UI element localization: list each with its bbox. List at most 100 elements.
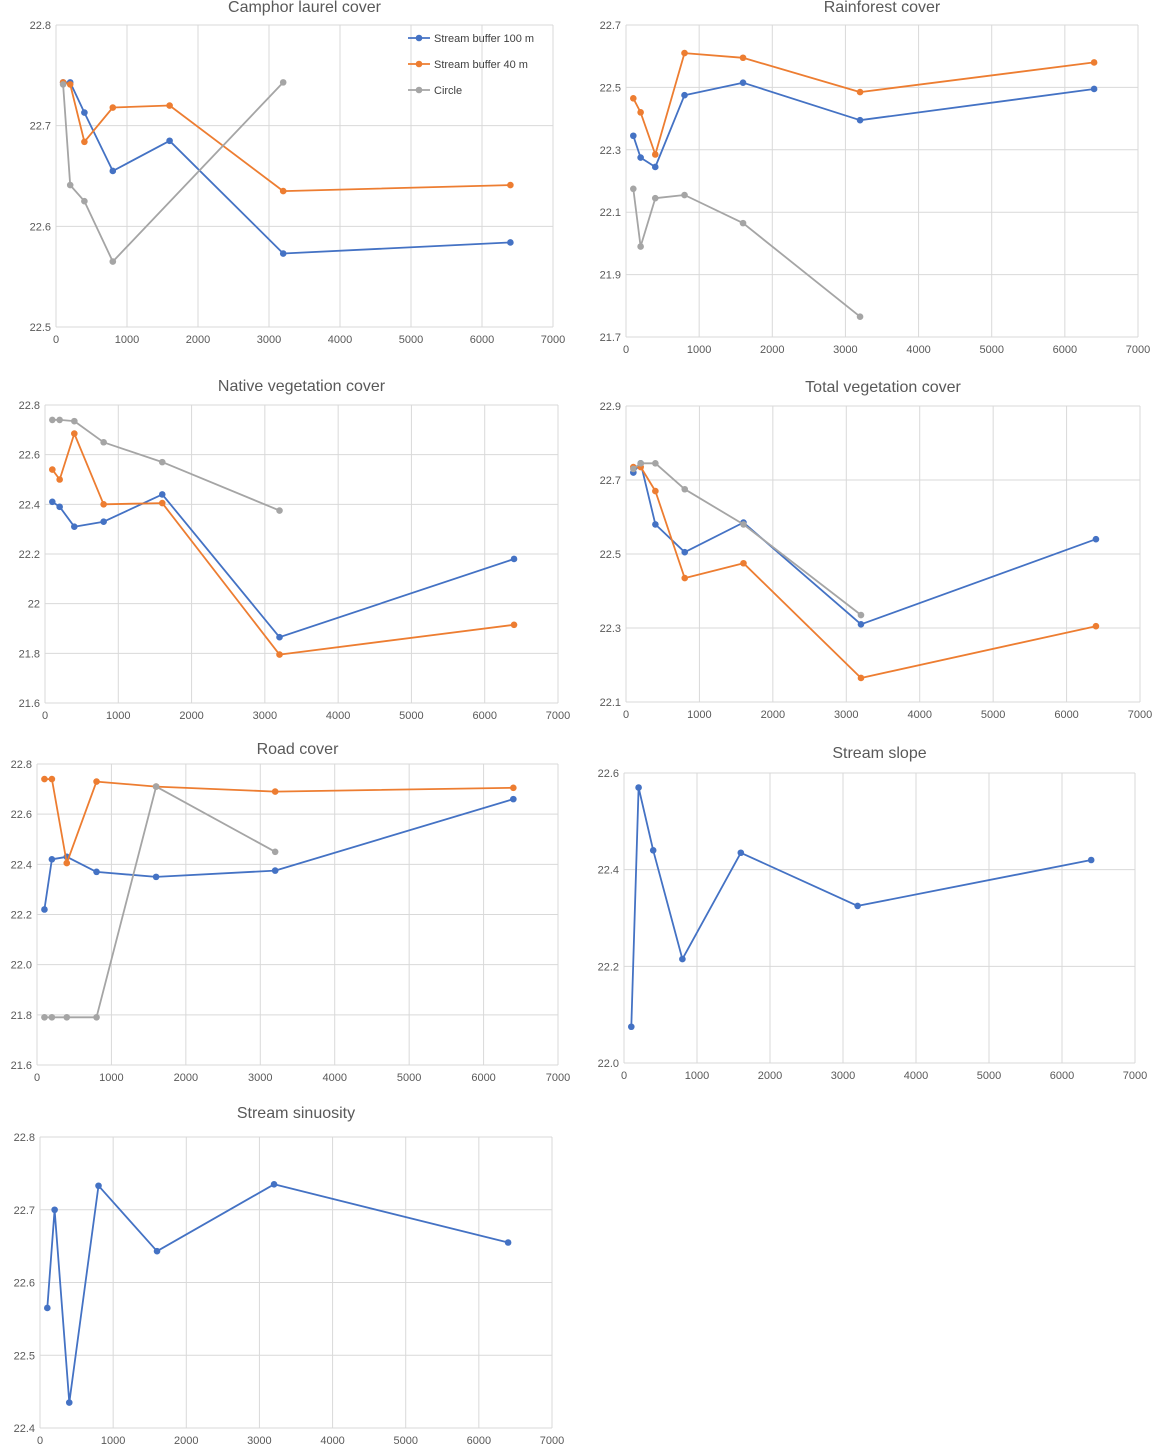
x-tick-label: 7000 <box>1123 1070 1147 1082</box>
chart-3: 21.6 21.8 22 22.2 22.4 22.6 22.8 0 1000 2000 3000 4… <box>19 378 571 722</box>
y-tick-label: 22.0 <box>11 960 32 972</box>
data-point-s100 <box>739 79 747 87</box>
data-point-s100 <box>71 523 78 530</box>
y-tick-label: 22.4 <box>14 1423 35 1435</box>
x-tick-label: 6000 <box>1050 1070 1074 1082</box>
data-point-circle <box>81 197 88 205</box>
data-point-circle <box>740 521 747 528</box>
data-point-s100 <box>856 116 864 124</box>
data-point-s40 <box>510 621 518 629</box>
data-point-s40 <box>100 501 107 508</box>
data-point-s100 <box>681 91 688 99</box>
series-line-circle <box>44 785 276 1019</box>
data-point-s100 <box>1092 535 1100 543</box>
x-tick-label: 7000 <box>541 334 565 346</box>
series-line-s40 <box>633 466 1097 679</box>
data-point-s100 <box>48 856 56 863</box>
data-point-s100 <box>510 555 518 563</box>
data-point-circle <box>271 848 279 856</box>
y-tick-label: 22.3 <box>600 623 621 635</box>
data-point-circle <box>48 1014 56 1021</box>
y-tick-label: 22.2 <box>19 549 40 561</box>
chart-title: Total vegetation cover <box>805 379 961 396</box>
data-point-circle <box>152 783 160 790</box>
x-tick-label: 7000 <box>546 1072 570 1084</box>
series-line-s40 <box>51 432 515 656</box>
data-point-s40 <box>630 95 637 102</box>
data-point-s100 <box>507 239 514 246</box>
data-point-circle <box>59 81 67 88</box>
data-point-s100 <box>652 521 659 528</box>
data-point-s40 <box>637 109 644 116</box>
legend-marker-circle <box>415 86 423 94</box>
data-point-s100 <box>166 137 173 145</box>
data-point-s40 <box>1092 622 1100 630</box>
data-point-circle <box>109 258 117 265</box>
x-tick-label: 7000 <box>546 710 570 722</box>
x-tick-label: 1000 <box>687 344 711 356</box>
y-tick-label: 21.7 <box>600 332 621 344</box>
data-point-circle <box>856 313 864 321</box>
data-point-s40 <box>681 49 688 57</box>
y-tick-label: 21.6 <box>11 1060 32 1072</box>
x-tick-label: 5000 <box>981 709 1005 721</box>
series-line-s100 <box>63 81 511 255</box>
legend-marker-s100 <box>415 34 423 42</box>
chart-title: Road cover <box>257 741 339 758</box>
data-point-s40 <box>81 138 88 146</box>
series-line-s100 <box>43 798 514 910</box>
y-tick-label: 22.4 <box>19 499 40 511</box>
data-point-s40 <box>652 487 659 495</box>
data-point-s100 <box>56 503 63 511</box>
data-point-s100 <box>737 849 745 857</box>
data-point-s100 <box>637 154 644 161</box>
y-tick-label: 22.7 <box>600 20 621 32</box>
series-line-s40 <box>62 81 511 193</box>
x-tick-label: 1000 <box>106 710 130 722</box>
y-tick-label: 22 <box>28 599 40 611</box>
y-tick-label: 22.8 <box>19 400 40 412</box>
y-tick-label: 22.2 <box>598 961 619 973</box>
x-tick-label: 4000 <box>320 1435 344 1447</box>
data-point-s100 <box>153 1247 161 1255</box>
x-tick-label: 7000 <box>540 1435 564 1447</box>
data-point-s40 <box>48 775 56 783</box>
data-point-circle <box>637 243 644 250</box>
data-point-s100 <box>635 784 642 791</box>
x-tick-label: 4000 <box>326 710 350 722</box>
data-point-circle <box>71 417 78 425</box>
data-point-s40 <box>276 651 283 658</box>
data-point-circle <box>681 191 688 199</box>
data-point-s100 <box>109 167 117 175</box>
data-point-s40 <box>740 559 747 567</box>
data-point-circle <box>739 219 747 227</box>
data-point-s100 <box>152 873 160 881</box>
data-point-s40 <box>681 574 689 582</box>
data-point-s100 <box>679 955 686 963</box>
data-point-s100 <box>65 1399 73 1406</box>
x-tick-label: 5000 <box>979 344 1003 356</box>
data-point-circle <box>637 460 644 467</box>
data-point-s100 <box>44 1304 51 1312</box>
data-point-s40 <box>739 54 747 62</box>
y-tick-label: 22.3 <box>600 145 621 157</box>
data-point-s40 <box>109 104 117 111</box>
x-tick-label: 6000 <box>470 334 494 346</box>
x-tick-label: 5000 <box>399 710 423 722</box>
x-tick-label: 3000 <box>257 334 281 346</box>
data-point-s100 <box>857 621 865 628</box>
y-tick-label: 22.7 <box>600 475 621 487</box>
data-point-s40 <box>279 187 287 195</box>
data-point-circle <box>651 194 659 202</box>
x-tick-label: 0 <box>53 334 59 346</box>
x-tick-label: 6000 <box>471 1072 495 1084</box>
data-point-s100 <box>81 109 88 116</box>
x-tick-label: 1000 <box>687 709 711 721</box>
data-point-s100 <box>1090 85 1098 93</box>
y-tick-label: 21.8 <box>19 648 40 660</box>
data-point-s40 <box>510 784 517 792</box>
chart-1: 22.5 22.6 22.7 22.8 0 1000 2000 3000 4000 5000 600… <box>30 0 566 346</box>
x-tick-label: 3000 <box>253 710 277 722</box>
y-tick-label: 22.6 <box>11 809 32 821</box>
